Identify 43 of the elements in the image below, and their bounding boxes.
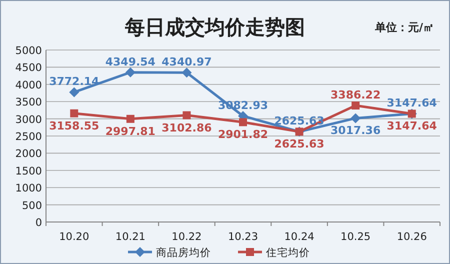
y-tick-label: 0 (35, 217, 42, 229)
x-tick-label: 10.26 (396, 231, 428, 243)
y-tick-label: 1500 (15, 165, 42, 178)
text: 单位：元/㎡ (374, 21, 434, 34)
y-tick-label: 3500 (15, 96, 42, 109)
data-label: 4340.97 (162, 56, 212, 69)
point (70, 109, 78, 118)
data-label: 3772.14 (49, 75, 100, 88)
data-label: 4349.54 (105, 55, 156, 68)
data-label: 3386.22 (330, 88, 381, 102)
y-tick-label: 2000 (15, 148, 42, 160)
point (182, 68, 192, 78)
y-tick-label: 2500 (15, 131, 42, 143)
legend-label: 住宅均价 (266, 246, 310, 259)
data-label: 2997.81 (105, 124, 156, 138)
y-tick-label: 1000 (15, 182, 42, 195)
x-tick-label: 10.20 (59, 231, 90, 243)
data-label: 3147.64 (386, 120, 438, 133)
data-label: 3102.86 (162, 121, 212, 134)
y-tick-label: 500 (22, 200, 42, 212)
point (239, 118, 247, 126)
data-label: 2901.82 (218, 128, 268, 142)
y-tick-label: 5000 (15, 45, 42, 57)
chart-title: 每日成交均价走势图 (124, 15, 305, 39)
data-label: 2625.63 (274, 138, 324, 151)
x-tick-label: 10.23 (228, 231, 258, 243)
y-tick-label: 3000 (15, 114, 42, 126)
point (69, 87, 80, 98)
y-tick-label: 4000 (15, 79, 42, 92)
point (126, 114, 134, 123)
point (125, 67, 136, 78)
data-label: 3017.36 (330, 124, 381, 138)
point (182, 111, 191, 120)
point (352, 102, 360, 110)
point (350, 113, 361, 124)
legend-label: 商品房均价 (156, 246, 211, 259)
x-tick-label: 10.21 (115, 231, 146, 243)
x-tick-label: 10.24 (284, 231, 315, 243)
data-label: 3158.55 (49, 119, 100, 132)
data-label: 3147.64 (386, 96, 438, 110)
x-tick-label: 10.25 (340, 231, 371, 243)
y-tick-label: 4500 (15, 62, 42, 74)
x-tick-label: 10.22 (172, 231, 202, 243)
